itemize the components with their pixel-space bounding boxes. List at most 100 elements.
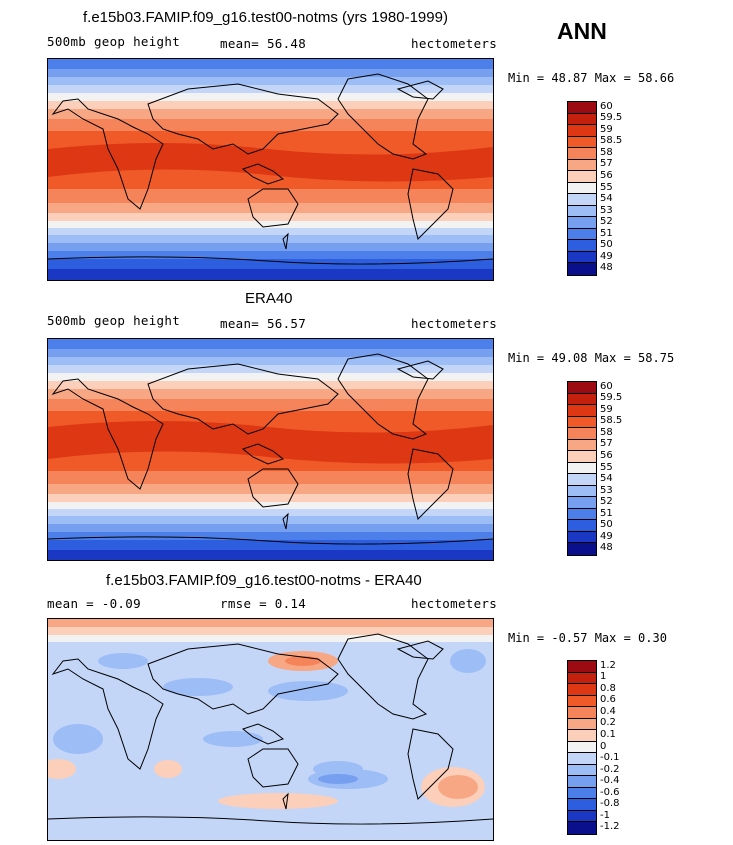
colorbar-label: -0.2 — [600, 763, 620, 775]
colorbar-label: -0.8 — [600, 798, 620, 810]
colorbar-label: 58.5 — [600, 415, 623, 427]
colorbar-swatch — [568, 497, 596, 509]
colorbar-label: 58 — [600, 426, 613, 438]
colorbar-swatch — [568, 217, 596, 229]
colorbar-swatch — [568, 148, 596, 160]
colorbar-swatch — [568, 405, 596, 417]
colorbar-swatch — [568, 520, 596, 532]
colorbar-swatch — [568, 194, 596, 206]
colorbar-label: 49 — [600, 530, 613, 542]
colorbar-label: 0 — [600, 740, 607, 752]
panel3-minmax: Min = -0.57 Max = 0.30 — [508, 631, 667, 645]
colorbar-swatch — [568, 543, 596, 555]
colorbar-label: 59.5 — [600, 392, 623, 404]
colorbar-label: -1.2 — [600, 821, 620, 833]
colorbar-label: -1 — [600, 809, 610, 821]
colorbar-swatch — [568, 822, 596, 834]
colorbar-label: 54 — [600, 193, 613, 205]
panel3-units: hectometers — [411, 596, 498, 611]
colorbar-swatch — [568, 474, 596, 486]
colorbar-swatch — [568, 810, 596, 823]
panel2-map — [47, 338, 494, 561]
colorbar-label: 52 — [600, 496, 613, 508]
panel1-mean: mean= 56.48 — [220, 36, 307, 51]
colorbar-label: 56 — [600, 169, 613, 181]
colorbar-label: 57 — [600, 158, 613, 170]
colorbar-swatch — [568, 125, 596, 137]
colorbar-label: 53 — [600, 484, 613, 496]
colorbar-label: 56 — [600, 449, 613, 461]
colorbar-swatch — [568, 171, 596, 183]
panel1-minmax: Min = 48.87 Max = 58.66 — [508, 71, 675, 85]
colorbar-label: 0.1 — [600, 728, 616, 740]
colorbar-label: 1.2 — [600, 659, 616, 671]
colorbar-label: 59.5 — [600, 112, 623, 124]
colorbar-swatch — [568, 764, 596, 777]
colorbar-swatch — [568, 182, 596, 195]
colorbar-swatch — [568, 205, 596, 218]
colorbar-swatch — [568, 263, 596, 275]
colorbar-label: 60 — [600, 100, 613, 112]
colorbar-label: 55 — [600, 461, 613, 473]
colorbar-label: 58 — [600, 146, 613, 158]
panel1-title: f.e15b03.FAMIP.f09_g16.test00-notms (yrs… — [83, 9, 448, 26]
colorbar-swatch — [568, 718, 596, 731]
panel2-mean: mean= 56.57 — [220, 316, 307, 331]
colorbar-swatch — [568, 251, 596, 264]
colorbar-label: 0.6 — [600, 694, 616, 706]
colorbar-label: 52 — [600, 216, 613, 228]
colorbar-label: 58.5 — [600, 135, 623, 147]
colorbar-label: -0.6 — [600, 786, 620, 798]
colorbar-label: 54 — [600, 473, 613, 485]
season-label: ANN — [557, 18, 607, 44]
colorbar-swatch — [568, 393, 596, 406]
colorbar-swatch — [568, 228, 596, 241]
panel2-minmax: Min = 49.08 Max = 58.75 — [508, 351, 675, 365]
colorbar-swatch — [568, 684, 596, 696]
panel3-colorbar — [567, 660, 597, 835]
colorbar-swatch — [568, 661, 596, 673]
panel1-colorbar — [567, 101, 597, 276]
panel1-map — [47, 58, 494, 281]
colorbar-label: 60 — [600, 380, 613, 392]
panel2-title: ERA40 — [245, 290, 293, 307]
colorbar-label: 0.8 — [600, 682, 616, 694]
colorbar-label: 49 — [600, 250, 613, 262]
colorbar-swatch — [568, 102, 596, 114]
colorbar-swatch — [568, 428, 596, 440]
colorbar-swatch — [568, 485, 596, 498]
panel2-units: hectometers — [411, 316, 498, 331]
colorbar-label: 0.4 — [600, 705, 616, 717]
colorbar-swatch — [568, 159, 596, 172]
panel2-colorbar — [567, 381, 597, 556]
colorbar-label: -0.4 — [600, 775, 620, 787]
colorbar-label: 53 — [600, 204, 613, 216]
panel2-map-svg — [48, 339, 493, 560]
colorbar-swatch — [568, 451, 596, 463]
colorbar-label: 51 — [600, 507, 613, 519]
colorbar-swatch — [568, 508, 596, 521]
colorbar-label: 59 — [600, 403, 613, 415]
colorbar-swatch — [568, 462, 596, 475]
colorbar-label: 48 — [600, 542, 613, 554]
colorbar-label: 50 — [600, 239, 613, 251]
panel1-units: hectometers — [411, 36, 498, 51]
colorbar-swatch — [568, 776, 596, 788]
colorbar-swatch — [568, 672, 596, 685]
colorbar-swatch — [568, 240, 596, 252]
colorbar-swatch — [568, 136, 596, 149]
colorbar-swatch — [568, 730, 596, 742]
panel1-field-label: 500mb geop height — [47, 34, 181, 49]
panel3-title: f.e15b03.FAMIP.f09_g16.test00-notms - ER… — [106, 572, 422, 589]
colorbar-swatch — [568, 416, 596, 429]
colorbar-swatch — [568, 741, 596, 754]
colorbar-label: 55 — [600, 181, 613, 193]
colorbar-label: 1 — [600, 671, 607, 683]
panel3-map — [47, 618, 494, 841]
colorbar-swatch — [568, 787, 596, 800]
colorbar-swatch — [568, 707, 596, 719]
panel3-rmse: rmse = 0.14 — [220, 596, 307, 611]
colorbar-label: 0.2 — [600, 717, 616, 729]
colorbar-swatch — [568, 753, 596, 765]
colorbar-swatch — [568, 695, 596, 708]
